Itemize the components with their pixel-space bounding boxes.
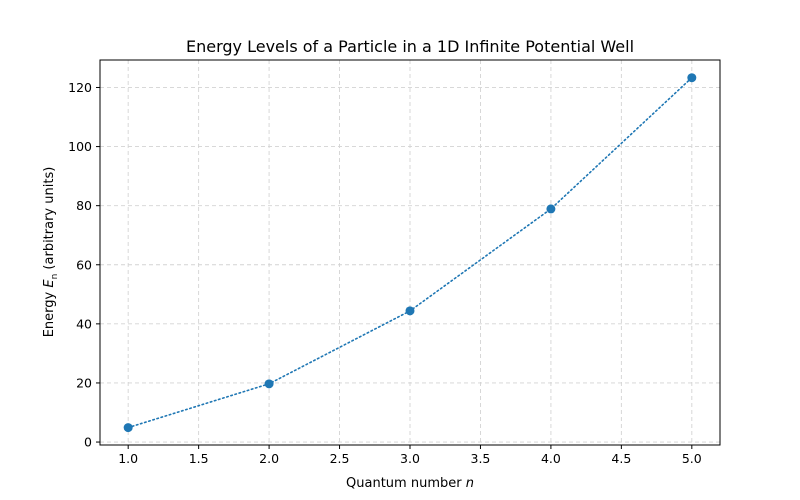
x-tick-label: 2.0 xyxy=(259,451,279,466)
y-tick-label: 100 xyxy=(68,139,92,154)
x-tick-label: 3.5 xyxy=(471,451,491,466)
y-tick-label: 0 xyxy=(84,435,92,450)
y-tick-label: 40 xyxy=(76,316,92,331)
y-tick-label: 20 xyxy=(76,375,92,390)
data-point xyxy=(264,379,274,389)
x-tick-label: 4.0 xyxy=(541,451,561,466)
x-axis-label: Quantum number n xyxy=(346,476,474,491)
y-tick-label: 80 xyxy=(76,198,92,213)
y-axis-label: Energy En (arbitrary units) xyxy=(42,167,60,338)
chart-title: Energy Levels of a Particle in a 1D Infi… xyxy=(186,37,634,56)
grid xyxy=(100,60,720,445)
x-tick-label: 1.0 xyxy=(118,451,138,466)
x-tick-label: 5.0 xyxy=(682,451,702,466)
y-tick-label: 120 xyxy=(68,80,92,95)
x-tick-label: 2.5 xyxy=(330,451,350,466)
x-tick-label: 1.5 xyxy=(189,451,209,466)
y-axis: 0 20 40 60 80 100 120 xyxy=(68,80,100,450)
data-point xyxy=(546,204,556,214)
x-axis: 1.0 1.5 2.0 2.5 3.0 3.5 4.0 4.5 5.0 xyxy=(118,445,702,466)
x-tick-label: 3.0 xyxy=(400,451,420,466)
data-point xyxy=(405,306,415,316)
x-tick-label: 4.5 xyxy=(611,451,631,466)
series-energy xyxy=(123,73,697,433)
data-point xyxy=(123,423,133,433)
y-tick-label: 60 xyxy=(76,257,92,272)
data-point xyxy=(687,73,697,83)
